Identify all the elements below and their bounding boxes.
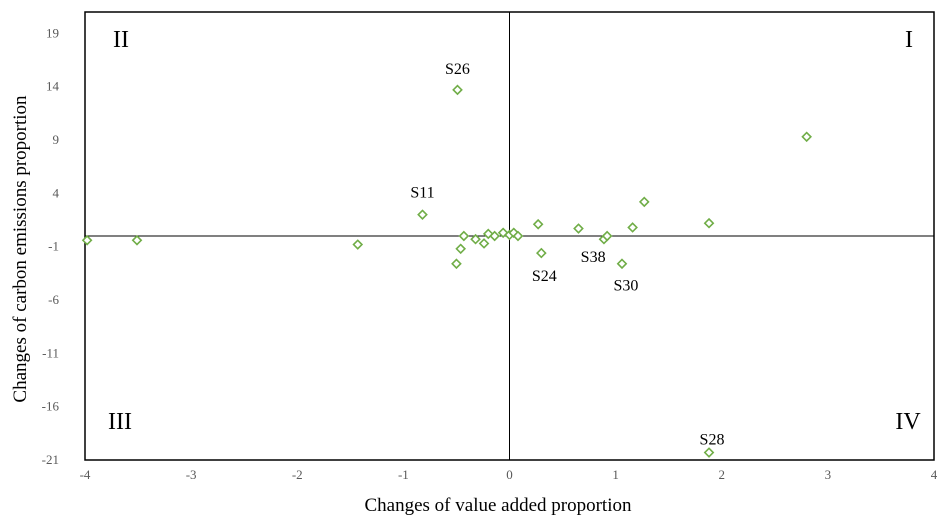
x-axis-title: Changes of value added proportion <box>365 495 632 516</box>
y-axis-title: Changes of carbon emissions proportion <box>10 95 31 403</box>
data-point <box>638 196 650 208</box>
y-tick-label: 19 <box>46 25 59 40</box>
point-label: S26 <box>445 61 470 78</box>
quadrant-label-iv: IV <box>895 409 921 435</box>
x-tick-label: -1 <box>398 467 409 482</box>
x-tick-label: 3 <box>825 467 832 482</box>
data-point <box>451 258 462 270</box>
point-labels: S11 S26 S24 S38 S30 S28 <box>410 61 724 449</box>
data-points <box>81 84 812 458</box>
data-point <box>455 243 467 255</box>
x-tick-label: -4 <box>80 467 91 482</box>
y-tick-label: -16 <box>42 399 60 414</box>
data-point <box>482 228 494 240</box>
data-point <box>532 218 544 230</box>
y-tick-label: 4 <box>53 185 60 200</box>
y-tick-label: -21 <box>42 452 59 467</box>
data-point <box>801 131 812 143</box>
data-point <box>81 234 93 246</box>
y-tick-label: -11 <box>42 345 59 360</box>
quadrant-label-iii: III <box>108 409 132 435</box>
data-point <box>458 230 470 242</box>
point-label: S30 <box>614 278 639 295</box>
data-point <box>703 447 715 458</box>
quadrant-label-ii: II <box>113 27 129 53</box>
point-label: S24 <box>532 268 557 285</box>
x-tick-label: -3 <box>186 467 197 482</box>
data-point <box>601 230 613 242</box>
point-label: S28 <box>700 432 725 449</box>
x-tick-labels: -4 -3 -2 -1 0 1 2 3 4 <box>80 467 937 482</box>
y-tick-labels: 19 14 9 4 -1 -6 -11 -16 -21 <box>42 25 60 467</box>
x-tick-label: 1 <box>612 467 619 482</box>
data-point <box>417 209 428 220</box>
data-point <box>512 230 524 242</box>
y-tick-label: 14 <box>46 79 60 94</box>
quadrant-label-i: I <box>905 27 913 53</box>
x-tick-label: 0 <box>506 467 513 482</box>
data-point <box>536 247 547 259</box>
data-point <box>131 234 143 246</box>
data-point <box>616 258 628 270</box>
x-tick-label: 4 <box>931 467 937 482</box>
y-tick-label: -1 <box>48 239 59 254</box>
x-tick-label: 2 <box>719 467 726 482</box>
x-tick-label: -2 <box>292 467 303 482</box>
data-point <box>703 217 715 229</box>
point-label: S38 <box>581 249 606 266</box>
data-point <box>489 230 500 242</box>
data-point <box>573 223 584 234</box>
y-tick-label: 9 <box>53 132 60 147</box>
y-tick-label: -6 <box>48 292 59 307</box>
data-point <box>478 238 490 249</box>
data-point <box>452 84 463 96</box>
data-point <box>352 239 364 250</box>
data-point <box>470 233 481 245</box>
data-point <box>627 222 638 233</box>
point-label: S11 <box>410 185 434 202</box>
